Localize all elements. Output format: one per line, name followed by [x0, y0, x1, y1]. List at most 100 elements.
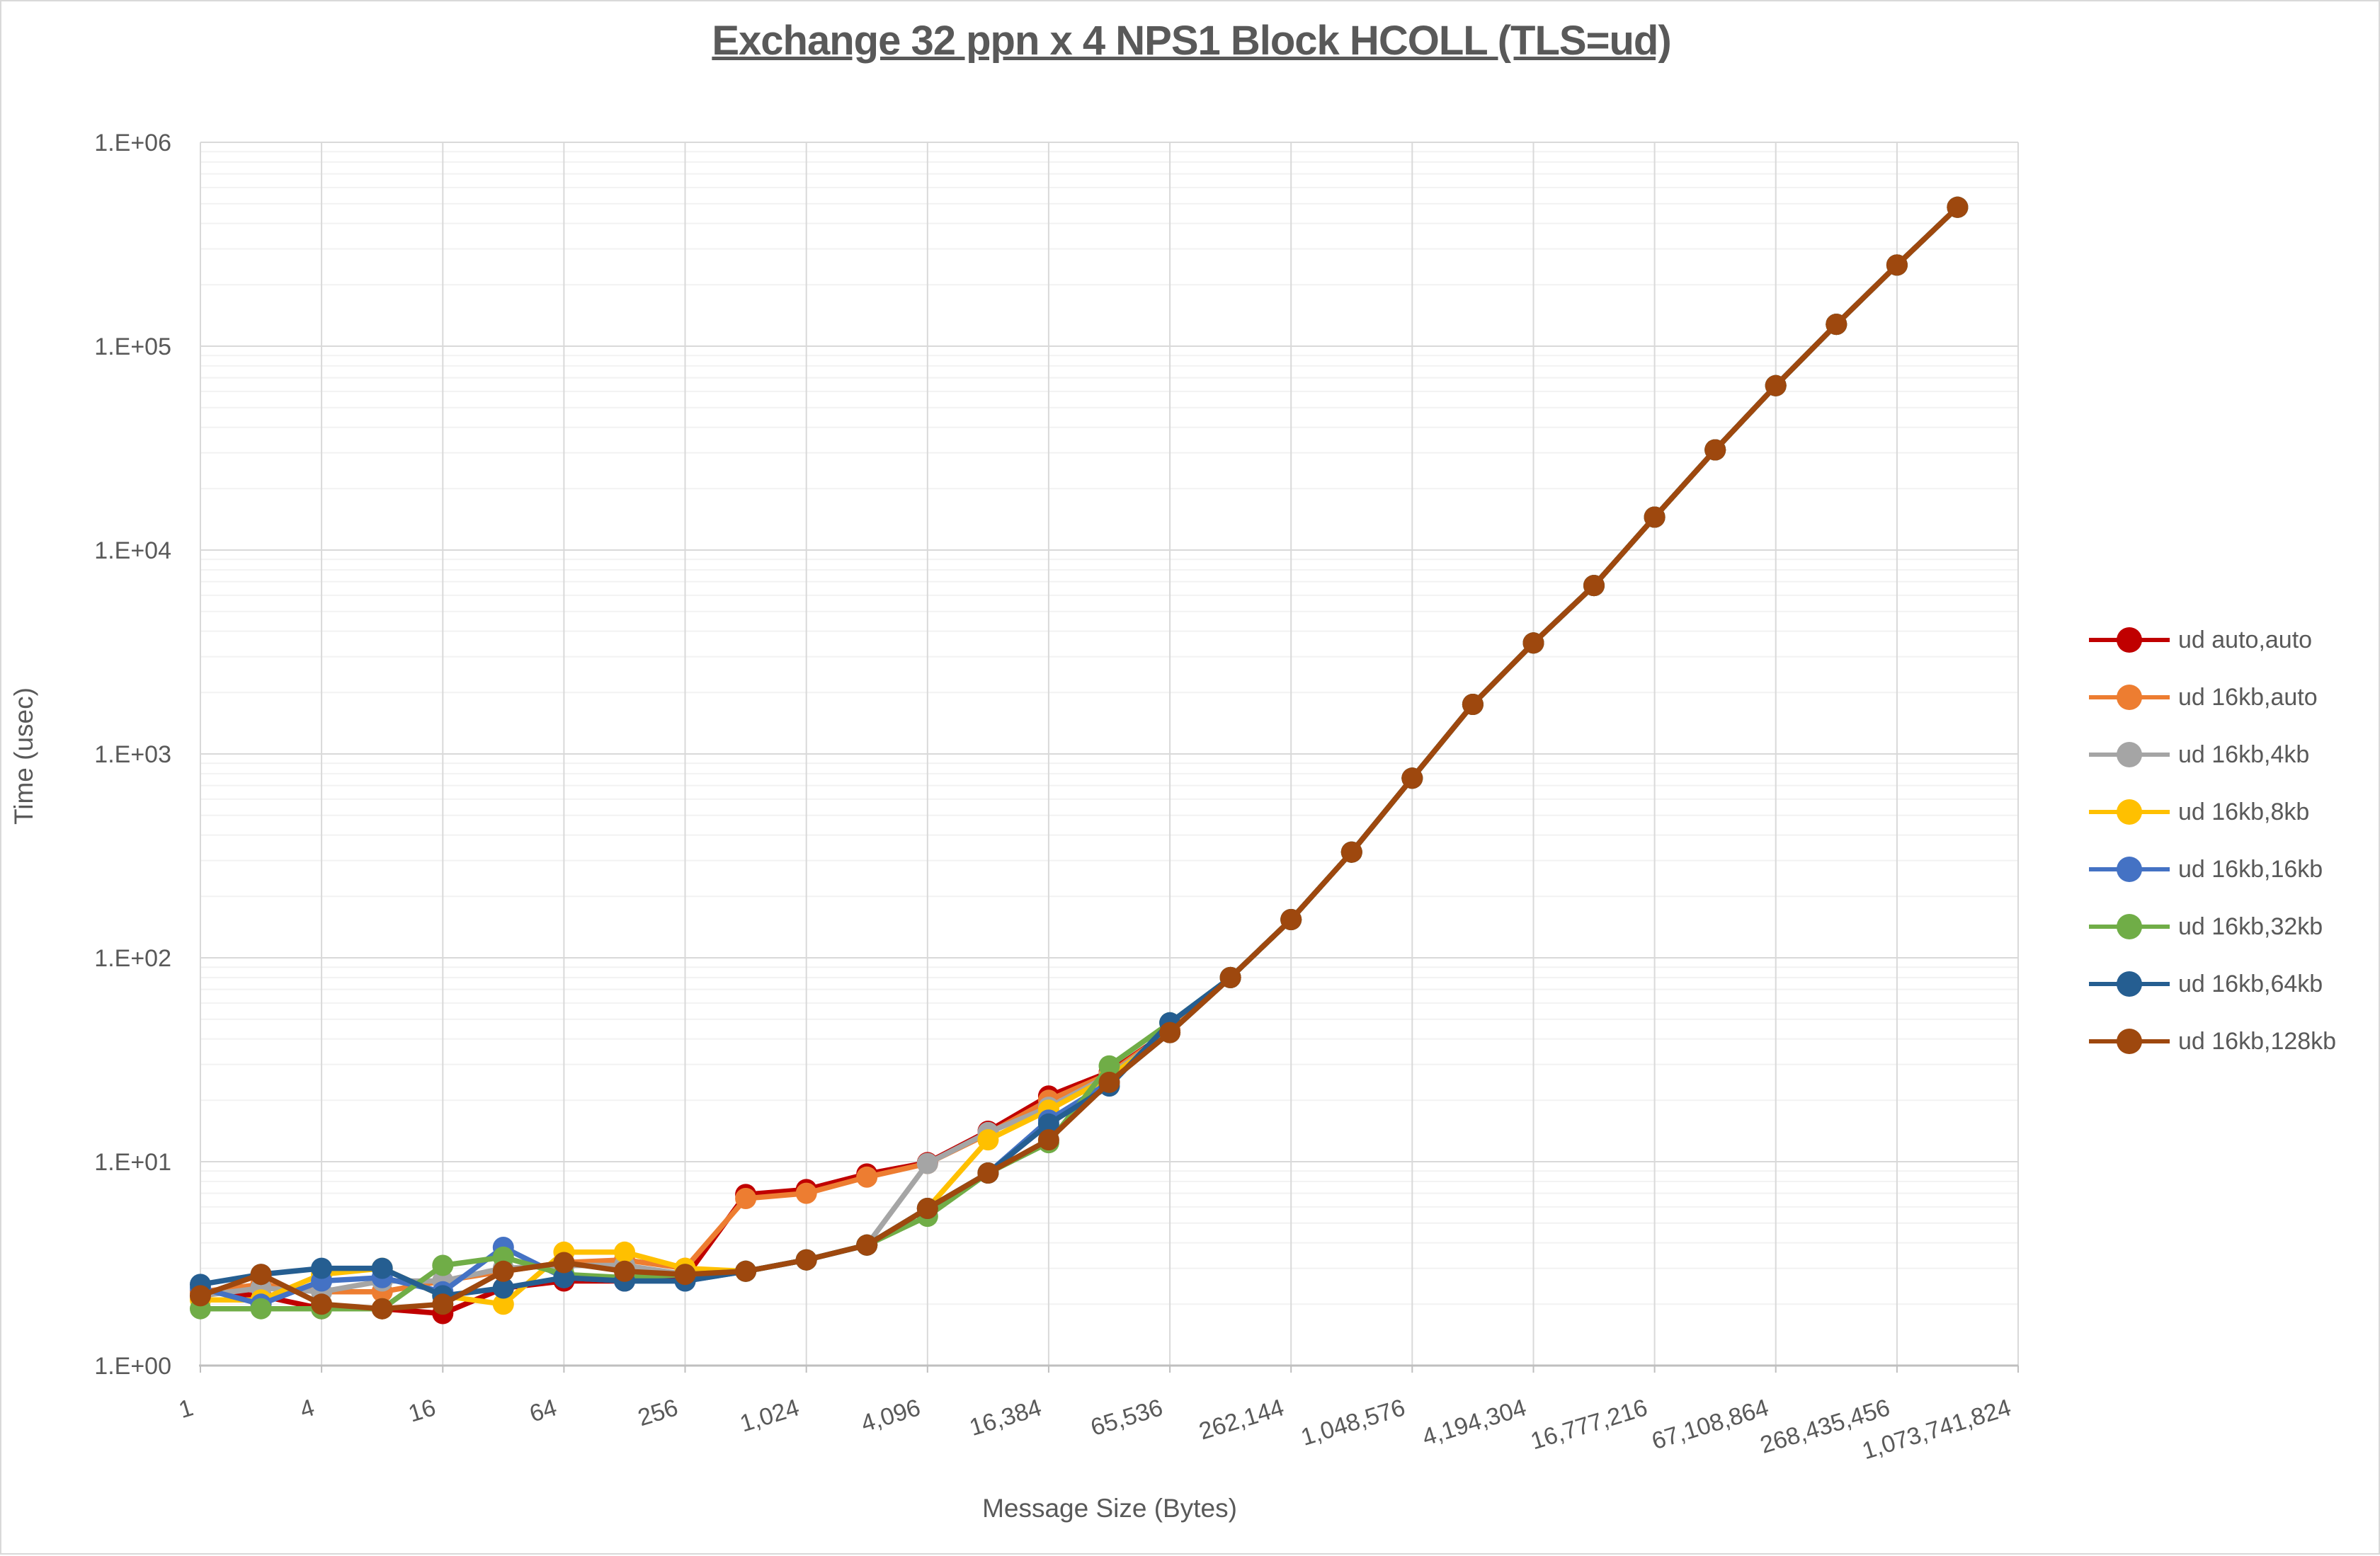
- legend-label: ud 16kb,auto: [2178, 683, 2318, 711]
- y-tick-label: 1.E+03: [94, 741, 171, 768]
- y-tick-label: 1.E+01: [94, 1149, 171, 1176]
- data-point: [311, 1257, 333, 1279]
- data-point: [1280, 909, 1302, 930]
- series-ud-16kb-8kb: [190, 196, 1969, 1315]
- series-ud-16kb-64kb: [190, 196, 1969, 1307]
- data-point: [250, 1298, 272, 1320]
- legend-dot-sample: [2117, 1029, 2142, 1054]
- series-ud-16kb-4kb: [190, 196, 1969, 1307]
- data-point: [795, 1182, 817, 1204]
- legend-marker-icon: [2089, 913, 2170, 941]
- y-tick-labels: 1.E+00 1.E+01 1.E+02 1.E+03 1.E+04 1.E+05 1.E+…: [94, 130, 171, 1380]
- data-point: [674, 1264, 696, 1286]
- data-point: [1037, 1129, 1059, 1151]
- y-tick-label: 1.E+04: [94, 537, 171, 564]
- data-point: [1947, 196, 1969, 218]
- legend-marker-icon: [2089, 970, 2170, 998]
- data-point: [856, 1166, 878, 1188]
- y-tick-label: 1.E+02: [94, 945, 171, 972]
- data-point: [735, 1260, 757, 1282]
- legend-dot-sample: [2117, 799, 2142, 825]
- legend-label: ud 16kb,64kb: [2178, 970, 2323, 997]
- legend-item-ud-auto-auto: ud auto,auto: [2089, 612, 2312, 668]
- legend-marker-icon: [2089, 740, 2170, 769]
- y-axis-title: Time (usec): [9, 687, 38, 825]
- x-tick-label: 1,048,576: [1298, 1394, 1408, 1451]
- legend-item-ud-16kb-4kb: ud 16kb,4kb: [2089, 726, 2309, 783]
- x-tick-labels: 1 4 16 64 256 1,024 4,096 16,384 65,536 262,144 1,…: [176, 1394, 2014, 1465]
- legend-marker-icon: [2089, 1027, 2170, 1056]
- legend-dot-sample: [2117, 627, 2142, 653]
- y-tick-label: 1.E+05: [94, 333, 171, 360]
- legend-label: ud 16kb,8kb: [2178, 798, 2310, 825]
- y-tick-label: 1.E+00: [94, 1353, 171, 1380]
- major-gridlines-x: [200, 142, 2019, 1373]
- data-point: [916, 1198, 938, 1219]
- x-tick-label: 262,144: [1196, 1394, 1287, 1445]
- legend-dot-sample: [2117, 742, 2142, 767]
- series-ud-16kb-auto: [190, 196, 1969, 1303]
- data-point: [553, 1252, 575, 1274]
- data-point: [977, 1162, 999, 1184]
- legend-item-ud-16kb-64kb: ud 16kb,64kb: [2089, 956, 2323, 1012]
- data-point: [1644, 506, 1666, 528]
- x-tick-label: 1: [176, 1394, 196, 1424]
- legend-marker-icon: [2089, 855, 2170, 883]
- data-point: [492, 1260, 514, 1282]
- data-point: [492, 1293, 514, 1315]
- legend-item-ud-16kb-16kb: ud 16kb,16kb: [2089, 841, 2323, 898]
- data-point: [371, 1257, 393, 1279]
- data-point: [1401, 767, 1423, 789]
- x-axis-title: Message Size (Bytes): [982, 1494, 1237, 1523]
- major-gridlines-y: [200, 142, 2018, 1366]
- data-point: [614, 1241, 635, 1263]
- data-point: [1826, 314, 1847, 336]
- data-point: [1098, 1071, 1120, 1093]
- data-point: [1219, 966, 1241, 988]
- legend-marker-icon: [2089, 798, 2170, 826]
- data-point: [250, 1264, 272, 1286]
- data-point: [1159, 1022, 1181, 1043]
- series-ud-16kb-16kb: [190, 196, 1969, 1315]
- x-tick-label: 4: [297, 1394, 317, 1424]
- legend-item-ud-16kb-128kb: ud 16kb,128kb: [2089, 1013, 2336, 1070]
- data-point: [1583, 575, 1605, 597]
- x-tick-label: 65,536: [1088, 1394, 1166, 1441]
- data-point: [1704, 439, 1726, 461]
- data-point: [856, 1234, 878, 1256]
- data-point: [1462, 694, 1484, 715]
- legend-label: ud 16kb,16kb: [2178, 855, 2323, 883]
- data-point: [1340, 841, 1362, 863]
- x-tick-label: 4,194,304: [1419, 1394, 1530, 1451]
- data-point: [311, 1293, 333, 1315]
- data-point: [1886, 254, 1908, 276]
- x-tick-label: 1,024: [737, 1394, 802, 1437]
- data-point: [614, 1260, 635, 1282]
- data-point: [977, 1129, 999, 1151]
- legend-label: ud 16kb,4kb: [2178, 740, 2310, 768]
- legend-marker-icon: [2089, 626, 2170, 654]
- x-tick-label: 4,096: [858, 1394, 923, 1437]
- legend-dot-sample: [2117, 685, 2142, 710]
- data-point: [1098, 1055, 1120, 1077]
- data-point: [795, 1249, 817, 1271]
- data-point: [432, 1254, 454, 1276]
- series-ud-16kb-128kb: [190, 196, 1969, 1320]
- data-point: [1522, 632, 1544, 654]
- legend-item-ud-16kb-auto: ud 16kb,auto: [2089, 669, 2318, 726]
- x-tick-label: 67,108,864: [1649, 1394, 1772, 1455]
- legend-dot-sample: [2117, 971, 2142, 997]
- x-tick-label: 256: [634, 1394, 681, 1431]
- data-point: [1765, 374, 1787, 396]
- data-point: [432, 1293, 454, 1315]
- legend-label: ud 16kb,32kb: [2178, 913, 2323, 940]
- minor-gridlines: [200, 151, 2018, 1305]
- data-point: [553, 1266, 575, 1288]
- x-tick-label: 16: [405, 1394, 438, 1427]
- x-tick-label: 16,384: [967, 1394, 1045, 1441]
- series-ud-16kb-32kb: [190, 196, 1969, 1320]
- data-point: [1037, 1113, 1059, 1135]
- data-point: [916, 1152, 938, 1174]
